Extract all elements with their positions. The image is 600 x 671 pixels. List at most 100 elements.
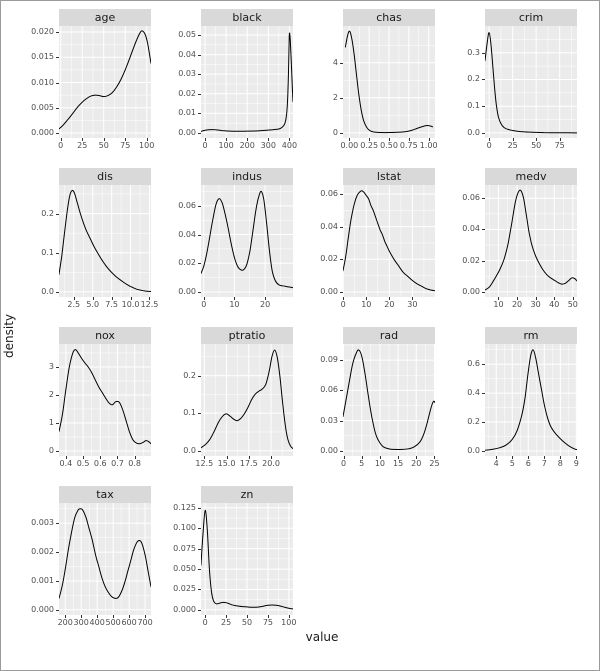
x-tick-mark — [343, 456, 345, 459]
x-tick-mark — [528, 456, 530, 459]
x-tick-mark — [248, 456, 250, 459]
x-tick-label: 600 — [121, 618, 137, 627]
y-tick-label: 0.06 — [320, 385, 338, 395]
y-tick-label: 0.1 — [467, 101, 480, 111]
x-tick-mark — [496, 456, 498, 459]
y-tick-mark — [198, 375, 201, 377]
x-tick-label: 200 — [239, 141, 255, 150]
x-tick-label: 12.5 — [195, 459, 214, 468]
x-tick-label: 15 — [392, 459, 404, 468]
x-axis-labels: 0.4 0.5 0.6 0.7 0.8 — [59, 456, 151, 469]
y-tick-label: 2 — [332, 92, 338, 102]
y-tick-label: 0.015 — [31, 52, 54, 62]
y-tick-mark — [340, 291, 343, 293]
x-tick-label: 400 — [89, 618, 105, 627]
x-tick-mark — [226, 456, 228, 459]
facet-zn: zn 0.000 0.025 0.050 0.075 0.100 0.125 0 25 50 75 1… — [165, 486, 296, 628]
facet-panel — [485, 185, 577, 297]
x-tick-mark — [113, 615, 115, 618]
y-tick-mark — [340, 226, 343, 228]
facet-strip-label: chas — [343, 9, 435, 26]
x-tick-mark — [428, 138, 430, 141]
facet-body: 0.00 0.02 0.04 0.06 — [449, 185, 577, 297]
x-tick-mark — [73, 297, 75, 300]
x-tick-label: 0.50 — [380, 141, 398, 150]
x-tick-label: 4 — [493, 459, 499, 468]
x-tick-label: 2.5 — [67, 300, 81, 309]
x-tick-mark — [97, 615, 99, 618]
facet-age: age 0.000 0.005 0.010 0.015 0.020 0 25 50 75 100 — [23, 9, 154, 151]
y-axis-labels: 0.00 0.03 0.06 0.09 — [307, 344, 343, 456]
x-tick-mark — [434, 456, 436, 459]
x-tick-label: 0.8 — [128, 459, 142, 468]
density-curve — [59, 508, 151, 599]
y-tick-mark — [198, 263, 201, 265]
x-tick-label: 0 — [202, 141, 208, 150]
x-tick-label: 5 — [509, 459, 515, 468]
x-tick-label: 20 — [411, 459, 422, 468]
y-tick-label: 0.06 — [320, 188, 338, 198]
y-axis-labels: 0.0 0.1 0.2 — [23, 185, 59, 297]
x-tick-label: 100 — [218, 141, 234, 150]
y-tick-mark — [340, 193, 343, 195]
x-tick-label: 20 — [384, 300, 395, 309]
y-tick-mark — [56, 132, 59, 134]
y-tick-mark — [340, 450, 343, 452]
y-tick-mark — [482, 52, 485, 54]
y-tick-label: 1 — [48, 417, 54, 427]
y-tick-label: 2 — [48, 389, 54, 399]
y-tick-mark — [340, 360, 343, 362]
y-tick-mark — [482, 450, 485, 452]
x-tick-label: 0 — [202, 618, 208, 627]
x-tick-mark — [149, 297, 151, 300]
y-tick-mark — [340, 62, 343, 64]
x-tick-mark — [134, 456, 136, 459]
facet-chas: chas 0 2 4 0.00 0.25 0.50 0.75 1.00 — [307, 9, 438, 151]
x-tick-mark — [83, 456, 85, 459]
x-axis-labels: 12.5 15.0 17.5 20.0 — [195, 456, 293, 469]
y-tick-mark — [482, 229, 485, 231]
y-axis-labels: 0.0 0.1 0.2 0.3 — [449, 26, 485, 138]
facet-body: 0.0 0.2 0.4 0.6 — [449, 344, 577, 456]
facet-dis: dis 0.0 0.1 0.2 2.5 5.0 7.5 10.0 12.5 — [23, 168, 158, 310]
x-tick-mark — [226, 615, 228, 618]
y-tick-mark — [198, 548, 201, 550]
y-tick-mark — [56, 422, 59, 424]
y-tick-mark — [56, 609, 59, 611]
facet-strip-label: crim — [485, 9, 577, 26]
x-tick-label: 20 — [511, 300, 523, 309]
y-tick-label: 0.04 — [320, 221, 338, 231]
density-curve — [344, 30, 434, 134]
y-tick-mark — [56, 366, 59, 368]
facet-rm: rm 0.0 0.2 0.4 0.6 4 5 6 7 8 9 — [449, 327, 579, 469]
x-tick-mark — [416, 456, 418, 459]
y-tick-label: 0 — [332, 127, 338, 137]
x-tick-mark — [544, 456, 546, 459]
y-tick-mark — [56, 32, 59, 34]
y-tick-label: 0.000 — [173, 604, 196, 614]
y-tick-mark — [198, 132, 201, 134]
facet-body: 0.00 0.01 0.02 0.03 0.04 0.05 — [165, 26, 293, 138]
y-tick-mark — [482, 364, 485, 366]
y-tick-label: 0.6 — [467, 359, 480, 369]
y-tick-label: 0.04 — [178, 49, 196, 59]
x-tick-label: 9 — [573, 459, 579, 468]
facet-body: 0.00 0.02 0.04 0.06 — [307, 185, 435, 297]
y-tick-label: 0.00 — [178, 286, 196, 296]
y-tick-label: 0.09 — [320, 355, 338, 365]
y-axis-labels: 0.0 0.1 0.2 — [165, 344, 201, 456]
y-axis-labels: 0.000 0.001 0.002 0.003 — [23, 503, 59, 615]
density-curve — [59, 349, 151, 445]
x-tick-mark — [204, 456, 206, 459]
y-tick-label: 0.1 — [41, 247, 54, 257]
x-tick-label: 0.5 — [76, 459, 90, 468]
facet-panel — [59, 503, 151, 615]
facet-strip-label: ptratio — [201, 327, 293, 344]
x-tick-label: 30 — [530, 300, 541, 309]
x-tick-mark — [369, 138, 371, 141]
density-curve — [59, 189, 151, 292]
x-tick-label: 12.5 — [140, 300, 159, 309]
y-tick-label: 0.04 — [462, 224, 480, 234]
x-tick-mark — [265, 297, 267, 300]
facet-nox: nox 0 1 2 3 0.4 0.5 0.6 0.7 0.8 — [23, 327, 151, 469]
